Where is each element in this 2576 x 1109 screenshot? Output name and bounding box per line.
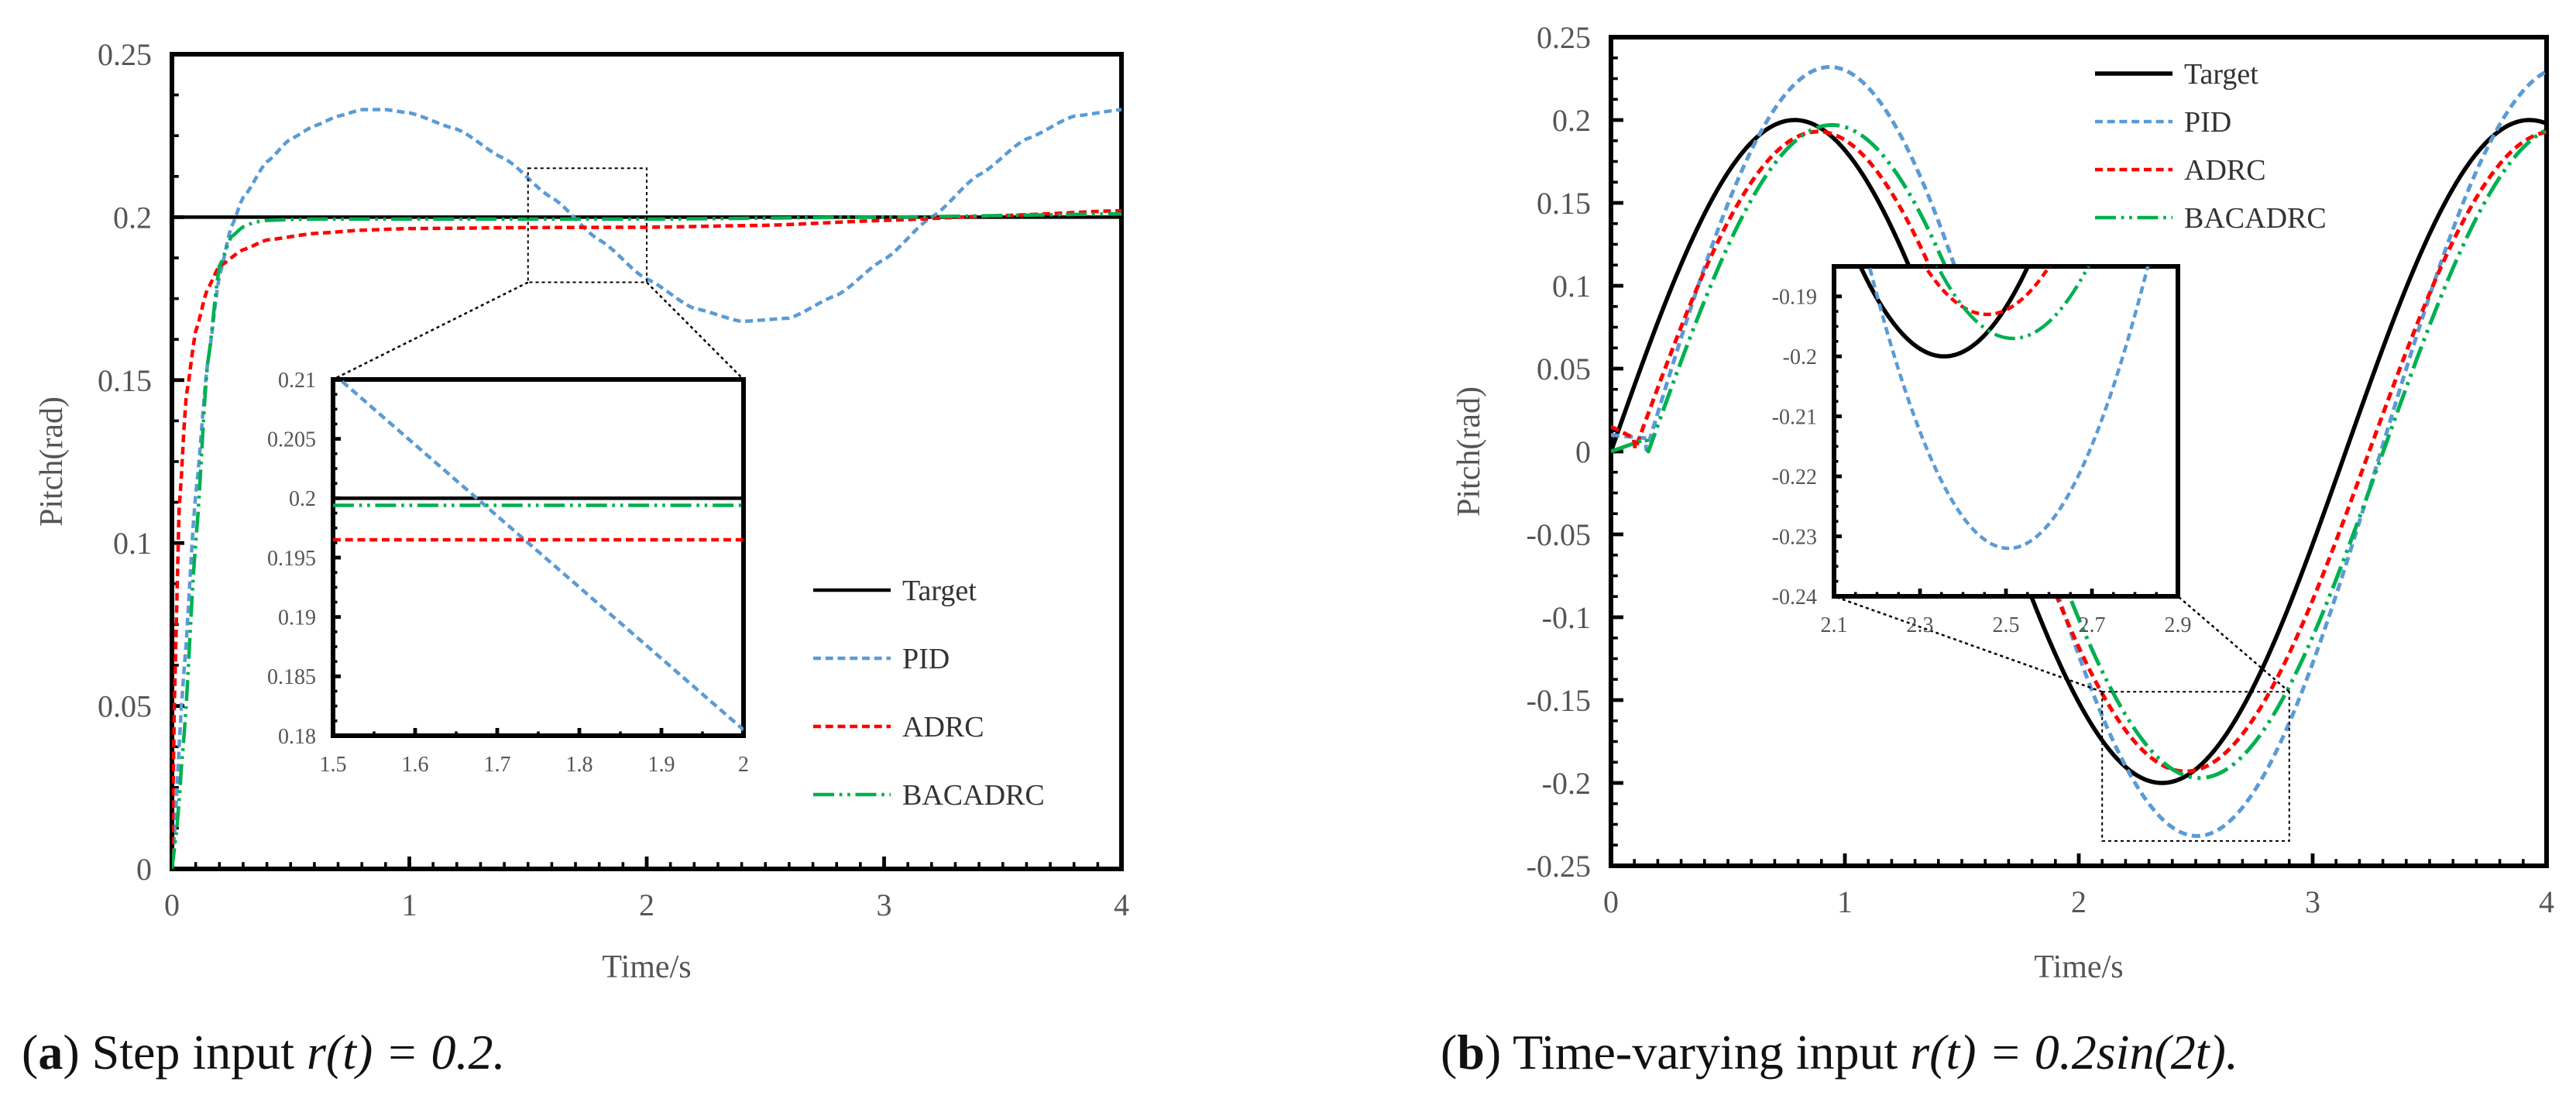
a-inset-series-pid — [337, 379, 744, 732]
a-inset-y-tick-label: 0.205 — [267, 427, 316, 451]
a-inset-x-tick-label: 1.8 — [566, 753, 593, 777]
a-x-tick-label: 4 — [1114, 888, 1129, 922]
a-inset-background — [333, 379, 744, 736]
a-zoom-box — [527, 167, 647, 283]
b-y-tick-label: -0.05 — [1527, 517, 1591, 552]
a-x-tick-label: 3 — [877, 888, 892, 922]
b-legend-label-target: Target — [2184, 58, 2258, 91]
a-x-tick-label: 1 — [402, 888, 417, 922]
a-legend-label-pid: PID — [902, 643, 950, 675]
b-legend-bg — [2087, 101, 2351, 142]
a-inset-x-tick-label: 1.5 — [320, 753, 347, 777]
a-inset-y-tick-label: 0.18 — [278, 725, 316, 749]
b-x-tick-label: 0 — [1603, 884, 1619, 919]
b-inset-x-tick-label: 2.3 — [1907, 613, 1934, 637]
b-zoom-box — [2101, 691, 2290, 842]
caption-a-math: r(t) = 0.2. — [306, 1025, 506, 1080]
b-x-tick-label: 1 — [1837, 884, 1853, 919]
b-inset-y-tick-label: -0.19 — [1772, 286, 1817, 310]
b-inset-series-target — [1857, 266, 2031, 359]
a-legend-label-target: Target — [902, 575, 977, 607]
b-y-tick-label: 0.25 — [1537, 20, 1591, 55]
b-x-tick-label: 2 — [2071, 884, 2087, 919]
a-y-tick-label: 0.05 — [98, 689, 152, 724]
caption-a-prefix: Step input — [91, 1025, 307, 1080]
b-legend-label-adrc: ADRC — [2184, 154, 2266, 187]
a-inset-y-tick-label: 0.19 — [278, 606, 316, 630]
caption-a: (a) Step input r(t) = 0.2. — [22, 1025, 506, 1080]
b-inset-y-tick-label: -0.23 — [1772, 525, 1817, 549]
a-series-adrc — [172, 208, 1121, 869]
b-inset-x-tick-label: 2.9 — [2165, 613, 2192, 637]
a-y-tick-label: 0 — [136, 852, 152, 887]
b-y-tick-label: 0.1 — [1552, 269, 1591, 304]
b-series-target — [1611, 118, 2547, 785]
a-x-tick-label: 0 — [164, 888, 180, 922]
b-zoom-connector — [1833, 595, 2103, 693]
b-series-pid — [1611, 65, 2547, 838]
b-x-tick-label: 3 — [2305, 884, 2320, 919]
b-y-tick-label: 0.2 — [1552, 103, 1591, 138]
a-y-tick-label: 0.2 — [113, 200, 152, 235]
b-inset-y-tick-label: -0.21 — [1772, 405, 1817, 429]
b-inset-y-tick-label: -0.22 — [1772, 465, 1817, 489]
a-zoom-connector — [646, 281, 744, 380]
a-inset-y-tick-label: 0.185 — [267, 665, 316, 689]
a-inset-x-tick-label: 2 — [738, 753, 749, 777]
a-inset-x-tick-label: 1.9 — [648, 753, 675, 777]
b-legend-label-bacadrc: BACADRC — [2184, 202, 2327, 235]
a-y-tick-label: 0.25 — [98, 37, 152, 72]
b-y-tick-label: 0.05 — [1537, 352, 1591, 386]
b-y-axis-label: Pitch(rad) — [1451, 386, 1487, 517]
b-inset-y-tick-label: -0.24 — [1772, 585, 1817, 609]
a-y-tick-label: 0.1 — [113, 526, 152, 561]
b-y-tick-label: 0.15 — [1537, 186, 1591, 221]
b-inset-x-tick-label: 2.5 — [1993, 613, 2020, 637]
b-inset-series-pid — [1867, 266, 2150, 551]
b-legend-bg — [2087, 149, 2351, 190]
a-x-tick-label: 2 — [639, 888, 654, 922]
caption-b-letter: b — [1457, 1025, 1485, 1080]
b-series-adrc — [1611, 129, 2547, 774]
b-inset-x-tick-label: 2.1 — [1821, 613, 1848, 637]
b-y-tick-label: 0 — [1575, 434, 1591, 469]
a-inset-y-tick-label: 0.21 — [278, 369, 316, 393]
b-inset-series-bacadrc — [1935, 266, 2090, 341]
panel-a-chart: 0 0.05 0.1 0.15 0.2 0.25 0 1 2 3 4 Time/s Pitch(rad)… — [34, 37, 1129, 985]
b-y-tick-label: -0.2 — [1542, 766, 1591, 801]
b-y-tick-label: -0.15 — [1527, 683, 1591, 718]
a-zoom-connector — [332, 281, 529, 381]
b-inset-x-tick-label: 2.7 — [2079, 613, 2106, 637]
a-legend-label-adrc: ADRC — [902, 711, 984, 743]
b-inset-y-tick-label: -0.2 — [1783, 345, 1817, 369]
b-x-axis-label: Time/s — [2034, 949, 2123, 985]
a-inset-y-tick-label: 0.195 — [267, 547, 316, 571]
a-inset-y-tick-label: 0.2 — [289, 487, 316, 511]
b-y-tick-label: -0.1 — [1542, 600, 1591, 635]
caption-b-math: r(t) = 0.2sin(2t). — [1910, 1025, 2238, 1080]
b-legend-label-pid: PID — [2184, 106, 2231, 139]
caption-b-prefix: Time-varying input — [1513, 1025, 1911, 1080]
a-inset-x-tick-label: 1.6 — [402, 753, 429, 777]
b-x-tick-label: 4 — [2539, 884, 2554, 919]
panel-b-chart: -0.25 -0.2 -0.15 -0.1 -0.05 0 0.05 0.1 0.15 0.2 0.… — [1451, 20, 2554, 985]
a-y-tick-label: 0.15 — [98, 363, 152, 398]
b-series-bacadrc — [1611, 122, 2547, 781]
a-inset-x-tick-label: 1.7 — [484, 753, 511, 777]
a-legend-label-bacadrc: BACADRC — [902, 779, 1045, 812]
a-x-axis-label: Time/s — [602, 949, 691, 985]
caption-a-letter: a — [38, 1025, 64, 1080]
caption-b: (b) Time-varying input r(t) = 0.2sin(2t)… — [1441, 1025, 2238, 1080]
b-y-tick-label: -0.25 — [1527, 849, 1591, 884]
a-y-axis-label: Pitch(rad) — [34, 397, 70, 527]
